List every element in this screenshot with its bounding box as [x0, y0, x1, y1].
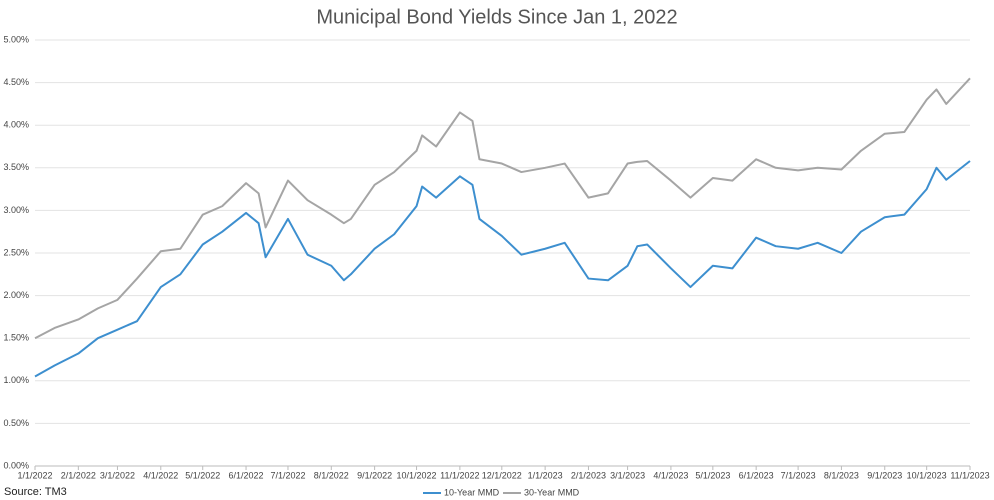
- legend-label: 10-Year MMD: [444, 487, 500, 497]
- x-tick-label: 8/1/2023: [824, 470, 859, 480]
- y-tick-label: 2.50%: [3, 247, 29, 257]
- x-tick-label: 10/1/2023: [907, 470, 947, 480]
- x-tick-label: 7/1/2023: [781, 470, 816, 480]
- x-tick-label: 3/1/2023: [610, 470, 645, 480]
- x-tick-label: 6/1/2022: [229, 470, 264, 480]
- x-tick-label: 11/1/2022: [440, 470, 479, 480]
- x-tick-label: 9/1/2023: [867, 470, 902, 480]
- x-tick-label: 8/1/2022: [314, 470, 349, 480]
- x-tick-label: 4/1/2022: [143, 470, 178, 480]
- x-tick-label: 11/1/2023: [950, 470, 989, 480]
- x-tick-label: 7/1/2022: [270, 470, 305, 480]
- y-tick-label: 3.00%: [3, 205, 29, 215]
- x-tick-label: 12/1/2022: [482, 470, 522, 480]
- y-tick-label: 1.50%: [3, 333, 29, 343]
- x-tick-label: 10/1/2022: [397, 470, 437, 480]
- y-tick-label: 3.50%: [3, 162, 29, 172]
- y-tick-label: 1.00%: [3, 375, 29, 385]
- y-tick-label: 0.00%: [3, 460, 29, 470]
- series-line: [34, 160, 971, 378]
- x-tick-label: 5/1/2023: [695, 470, 730, 480]
- x-tick-label: 2/1/2022: [61, 470, 96, 480]
- source-note: Source: TM3: [4, 486, 67, 498]
- y-tick-label: 4.00%: [3, 120, 29, 130]
- x-tick-label: 9/1/2022: [357, 470, 392, 480]
- x-tick-label: 4/1/2023: [653, 470, 688, 480]
- x-tick-label: 2/1/2023: [571, 470, 606, 480]
- y-tick-label: 0.50%: [3, 418, 29, 428]
- legend-label: 30-Year MMD: [524, 487, 580, 497]
- x-tick-label: 5/1/2022: [185, 470, 220, 480]
- x-tick-label: 6/1/2023: [739, 470, 774, 480]
- x-tick-label: 1/1/2022: [17, 470, 52, 480]
- series-line: [34, 77, 971, 340]
- x-tick-label: 1/1/2023: [528, 470, 563, 480]
- y-tick-label: 5.00%: [3, 34, 29, 44]
- x-tick-label: 3/1/2022: [100, 470, 135, 480]
- y-tick-label: 4.50%: [3, 77, 29, 87]
- y-tick-label: 2.00%: [3, 290, 29, 300]
- chart-title: Municipal Bond Yields Since Jan 1, 2022: [316, 6, 677, 28]
